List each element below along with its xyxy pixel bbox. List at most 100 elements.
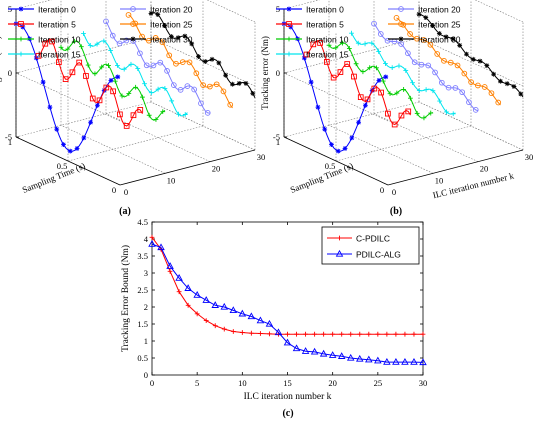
t-tick-label: 0 [112,185,116,195]
series-marker [83,73,89,79]
series-marker [444,109,449,115]
legend-marker [286,6,292,12]
legend-label: Iteration 0 [38,5,76,15]
series-marker [423,87,429,93]
series-marker [464,51,469,57]
legend-label: Iteration 30 [150,35,193,45]
series-marker [322,126,328,132]
series-marker [162,86,168,91]
series-marker [184,83,191,89]
data-point [211,301,219,308]
series-marker [96,97,103,104]
grid-line [283,101,420,138]
series-marker [288,24,294,30]
t-tick-label: 0.5 [325,161,336,171]
x-tick-label: 20 [328,378,337,388]
series-marker [40,79,46,85]
series-marker [170,82,177,88]
axis-t [15,136,121,186]
data-point [157,243,165,251]
legend-label: Iteration 10 [38,35,81,45]
legend-box [321,226,420,265]
series-marker [112,78,118,84]
series-marker [477,58,483,64]
y-tick-label: 0.5 [137,353,148,363]
data-point [203,318,209,323]
axis-k [387,149,524,186]
data-point [220,302,229,310]
series-marker [204,110,211,116]
series-marker [378,89,384,96]
series-marker [166,52,173,59]
z-tick-label: 0 [8,68,12,78]
series-marker [430,88,436,94]
series-marker [511,84,517,89]
series-marker [119,93,125,99]
series-marker [47,104,53,110]
legend-marker [18,36,24,42]
series-line [60,40,166,121]
data-point [357,331,363,337]
series-marker [383,61,388,66]
data-point [402,331,408,337]
series-marker [353,61,359,67]
grid-line [418,37,524,87]
legend-label: Iteration 20 [418,5,461,15]
data-point [229,306,238,314]
series-marker [405,108,412,115]
series-marker [410,80,415,86]
series-marker [209,56,215,62]
series-marker [54,126,60,132]
grid-line [335,125,472,162]
data-point [212,323,218,329]
k-tick-label: 30 [525,152,534,162]
panel-b-label: (b) [390,206,402,217]
legend-label: C-PDILC [356,234,390,244]
k-tick-label: 20 [212,164,221,174]
series-marker [175,35,181,41]
legend-label: Iteration 25 [150,20,193,30]
z-tick-label: -5 [5,132,12,142]
legend-marker [335,249,344,257]
x-tick-label: 15 [283,378,292,388]
series-marker [407,95,413,101]
x-tick-label: 25 [374,378,383,388]
data-point [193,290,201,298]
series-marker [447,59,454,66]
series-marker [421,115,427,121]
data-point [247,312,256,320]
x-axis-label: ILC iteration number k [244,392,332,402]
y-tick-label: 3 [144,268,148,278]
series-marker [116,40,123,47]
legend-marker [130,36,136,42]
data-point [419,358,427,366]
series-marker [403,68,409,73]
series-marker [362,41,368,47]
data-point [321,331,327,337]
legend-marker [398,21,404,27]
data-point [348,331,354,337]
series-marker [121,66,127,72]
y-tick-label: 1.5 [137,319,148,329]
series-marker [139,94,145,100]
series-marker [182,33,188,39]
series-marker [108,78,114,83]
legend-label: PDILC-ALG [356,250,401,260]
series-marker [220,88,227,95]
data-point [285,331,290,337]
series-marker [186,59,193,66]
series-marker [159,39,166,46]
series-marker [213,81,220,88]
data-point [383,357,391,365]
series-marker [106,63,111,68]
series-marker [310,41,317,48]
data-point [330,331,336,337]
series-marker [315,104,321,110]
legend-marker [286,51,292,57]
series-line [306,40,411,126]
grid-line [373,113,479,162]
legend-marker [337,235,342,241]
series-marker [371,85,378,92]
x-tick-label: 10 [238,378,247,388]
